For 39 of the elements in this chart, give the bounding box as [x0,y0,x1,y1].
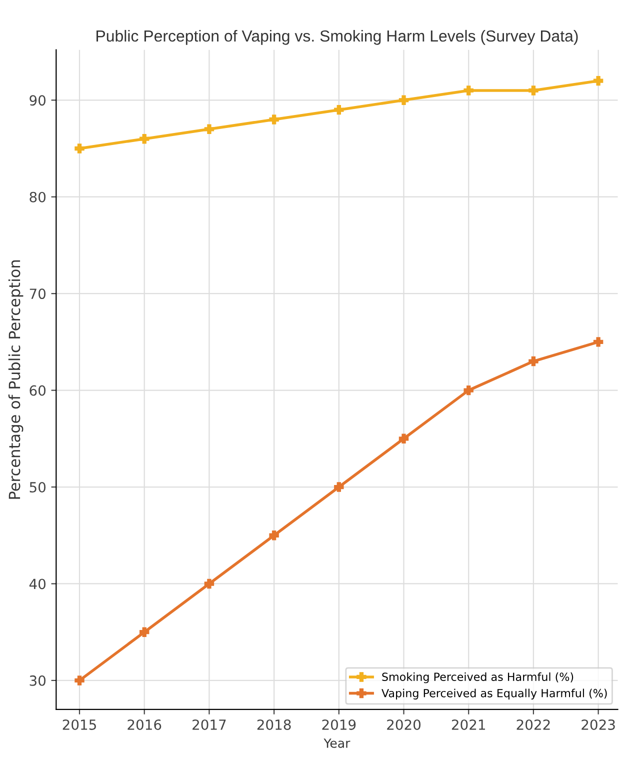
y-tick-label: 60 [30,385,46,396]
point [269,114,279,124]
y-tick-label: 70 [30,288,46,300]
chart-title: Public Perception of Vaping vs. Smoking Harm Levels (Survey Data) [96,30,578,45]
point [528,356,538,366]
y-tick-label: 90 [30,95,46,106]
point [204,124,214,134]
point [528,86,538,96]
x-tick-label: 2018 [257,719,291,730]
legend-label: Vaping Perceived as Equally Harmful (%) [382,688,607,700]
y-tick-label: 80 [30,192,46,202]
y-axis-title: Percentage of Public Perception [8,260,24,499]
point [74,144,84,154]
point [139,627,150,637]
point [139,134,150,144]
point [334,482,344,492]
x-tick-label: 2021 [452,719,485,730]
point [593,337,604,347]
x-tick-label: 2023 [582,719,615,730]
point [269,530,279,540]
legend-label: Smoking Perceived as Harmful (%) [382,672,574,684]
x-tick-label: 2020 [387,719,421,730]
x-tick-label: 2019 [322,719,356,730]
x-tick-label: 2016 [128,719,162,730]
x-tick-label: 2015 [62,719,96,730]
y-tick-label: 40 [29,578,46,590]
y-tick-label: 30 [30,675,46,686]
point [464,385,474,396]
x-axis-title: Year [324,738,350,748]
y-tick-label: 50 [30,482,46,492]
point [593,76,604,86]
x-tick-label: 2022 [516,719,550,730]
point [334,104,344,115]
point [74,676,84,686]
point [398,434,409,444]
point [464,86,474,96]
point [204,578,214,589]
x-tick-label: 2017 [192,719,226,730]
point [398,95,409,106]
